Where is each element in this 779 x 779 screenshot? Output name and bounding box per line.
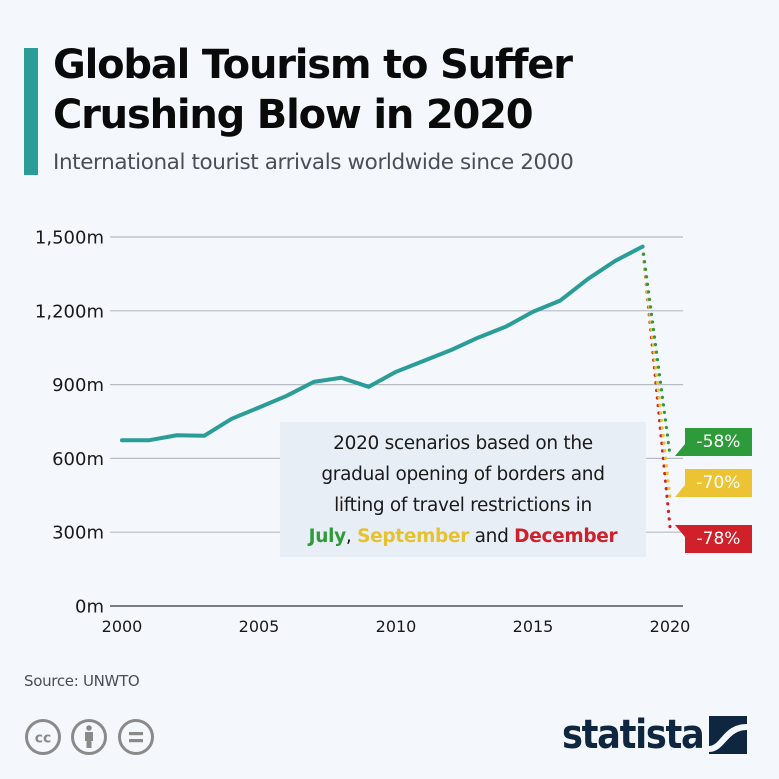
badge-pointer xyxy=(675,444,685,456)
x-tick-label: 2000 xyxy=(102,617,143,636)
july-label: July xyxy=(308,526,347,547)
x-tick-label: 2020 xyxy=(650,617,691,636)
x-tick-label: 2010 xyxy=(376,617,417,636)
source-text: Source: UNWTO xyxy=(24,672,140,690)
y-axis-labels: 0m 300m 600m 900m 1,200m 1,500m xyxy=(35,228,104,618)
brand-name: statista xyxy=(562,712,705,758)
chart-title: Global Tourism to Suffer Crushing Blow i… xyxy=(53,42,573,138)
y-tick-label: 1,200m xyxy=(35,301,104,322)
y-tick-label: 900m xyxy=(52,375,104,396)
attribution-icon[interactable] xyxy=(71,719,107,755)
series-lines xyxy=(120,244,672,529)
y-tick-label: 300m xyxy=(52,523,104,544)
no-derivatives-icon[interactable] xyxy=(118,719,154,755)
scenario-line-july xyxy=(640,244,672,457)
x-axis-labels: 2000 2005 2010 2015 2020 xyxy=(102,617,691,636)
badge-september-label: -70% xyxy=(696,473,741,493)
statista-logo-icon xyxy=(708,716,747,754)
badge-july-label: -58% xyxy=(696,432,741,452)
scenario-annotation: 2020 scenarios based on the gradual open… xyxy=(280,422,646,557)
and-text: and xyxy=(469,526,515,547)
tourist-arrivals-line xyxy=(120,244,645,443)
y-tick-label: 0m xyxy=(75,597,104,618)
december-label: December xyxy=(514,526,618,547)
license-icons[interactable]: cc xyxy=(24,718,164,758)
badge-pointer xyxy=(675,485,685,497)
annotation-line-3: lifting of travel restrictions in xyxy=(334,495,592,516)
badge-september: -70% xyxy=(675,469,752,497)
badge-pointer xyxy=(675,525,685,537)
september-label: September xyxy=(357,526,470,547)
y-tick-label: 1,500m xyxy=(35,228,104,249)
annotation-line-2: gradual opening of borders and xyxy=(321,464,605,485)
badge-july: -58% xyxy=(675,428,752,456)
badge-december: -78% xyxy=(675,525,752,553)
annotation-line-4: July, September and December xyxy=(280,521,646,552)
accent-bar xyxy=(24,48,38,175)
scenario-line-december xyxy=(640,244,672,529)
comma-text: , xyxy=(345,526,358,547)
svg-text:cc: cc xyxy=(35,731,52,747)
x-tick-label: 2005 xyxy=(239,617,280,636)
chart-subtitle: International tourist arrivals worldwide… xyxy=(53,150,574,175)
annotation-line-1: 2020 scenarios based on the xyxy=(333,433,593,454)
cc-icon[interactable]: cc xyxy=(25,719,61,755)
y-tick-label: 600m xyxy=(52,449,104,470)
badge-december-label: -78% xyxy=(696,529,741,549)
statista-logo[interactable]: statista xyxy=(562,712,747,758)
x-tick-label: 2015 xyxy=(513,617,554,636)
